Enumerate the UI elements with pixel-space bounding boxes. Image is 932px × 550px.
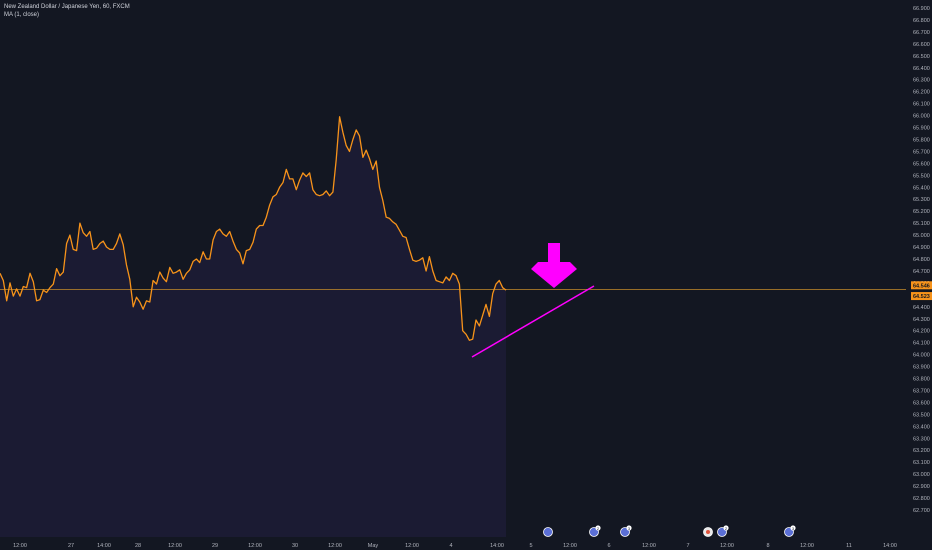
time-tick-label: 5 <box>529 543 532 549</box>
price-tick-label: 63.900 <box>913 365 930 371</box>
price-tick-label: 65.400 <box>913 185 930 191</box>
time-tick-label: 27 <box>68 543 74 549</box>
price-tick-label: 66.200 <box>913 90 930 96</box>
price-line <box>0 116 507 341</box>
time-tick-label: May <box>368 543 379 549</box>
event-count-badge: 2 <box>597 526 600 531</box>
price-tick-label: 63.200 <box>913 448 930 454</box>
time-tick-label: 7 <box>686 543 689 549</box>
price-tick-label: 65.500 <box>913 173 930 179</box>
price-tick-label: 65.700 <box>913 149 930 155</box>
price-tick-label: 63.800 <box>913 377 930 383</box>
news-icon[interactable]: 2 <box>589 525 601 537</box>
trend-line[interactable] <box>471 285 595 358</box>
time-tick-label: 8 <box>766 543 769 549</box>
price-tick-label: 64.300 <box>913 317 930 323</box>
price-area-fill <box>0 116 506 538</box>
event-count-badge: 3 <box>792 526 795 531</box>
price-tick-label: 66.100 <box>913 102 930 108</box>
price-tick-label: 63.100 <box>913 460 930 466</box>
event-count-badge: 3 <box>628 526 631 531</box>
time-tick-label: 14:00 <box>490 543 504 549</box>
price-tick-label: 63.600 <box>913 400 930 406</box>
price-tick-label: 63.500 <box>913 412 930 418</box>
price-tick-label: 64.100 <box>913 341 930 347</box>
time-axis[interactable]: 12:00 27 14:00 28 12:00 29 12:00 30 12:00 May 12:0… <box>13 543 897 549</box>
price-tick-label: 66.900 <box>913 6 930 12</box>
price-tick-label: 62.800 <box>913 496 930 502</box>
price-tick-label: 66.600 <box>913 42 930 48</box>
time-tick-label: 6 <box>607 543 610 549</box>
price-tick-label: 64.900 <box>913 245 930 251</box>
time-tick-label: 12:00 <box>13 543 27 549</box>
time-tick-label: 4 <box>449 543 452 549</box>
price-tick-label: 64.000 <box>913 353 930 359</box>
time-tick-label: 12:00 <box>800 543 814 549</box>
news-icon[interactable]: 3 <box>620 525 632 537</box>
ma-price-badge-bg <box>911 292 932 301</box>
price-tick-label: 64.700 <box>913 269 930 275</box>
price-tick-label: 62.700 <box>913 508 930 514</box>
time-tick-label: 30 <box>292 543 298 549</box>
time-tick-label: 11 <box>846 543 852 549</box>
event-markers[interactable]: 2 3 2 3 <box>543 525 796 537</box>
price-tick-label: 63.000 <box>913 472 930 478</box>
time-tick-label: 29 <box>212 543 218 549</box>
time-tick-label: 12:00 <box>168 543 182 549</box>
price-tick-label: 66.300 <box>913 78 930 84</box>
price-tick-label: 66.800 <box>913 18 930 24</box>
time-tick-label: 12:00 <box>248 543 262 549</box>
price-tick-label: 65.100 <box>913 221 930 227</box>
price-tick-label: 63.400 <box>913 424 930 430</box>
price-tick-label: 64.200 <box>913 329 930 335</box>
price-tick-label: 65.000 <box>913 233 930 239</box>
price-tick-label: 65.900 <box>913 126 930 132</box>
dividend-icon[interactable] <box>703 527 713 537</box>
symbol-title: New Zealand Dollar / Japanese Yen, 60, F… <box>4 4 130 10</box>
price-badges: 64.546 64.523 <box>911 281 932 301</box>
price-tick-label: 66.000 <box>913 114 930 120</box>
indicator-label: MA (1, close) <box>4 12 40 18</box>
event-count-badge: 2 <box>725 526 728 531</box>
chart-legend: New Zealand Dollar / Japanese Yen, 60, F… <box>4 3 130 19</box>
price-tick-label: 65.300 <box>913 197 930 203</box>
earnings-icon[interactable]: 3 <box>784 525 796 537</box>
price-tick-label: 65.600 <box>913 161 930 167</box>
down-arrow-annotation[interactable] <box>531 243 577 288</box>
price-tick-label: 65.800 <box>913 137 930 143</box>
price-tick-label: 64.400 <box>913 305 930 311</box>
time-tick-label: 14:00 <box>883 543 897 549</box>
price-tick-label: 64.800 <box>913 257 930 263</box>
time-tick-label: 12:00 <box>328 543 342 549</box>
price-tick-label: 65.200 <box>913 209 930 215</box>
last-price-badge-bg <box>911 281 932 290</box>
price-tick-label: 66.700 <box>913 30 930 36</box>
news-icon[interactable]: 2 <box>717 525 729 537</box>
ma-price-badge: 64.523 <box>913 294 930 300</box>
time-tick-label: 12:00 <box>720 543 734 549</box>
price-tick-label: 63.300 <box>913 436 930 442</box>
last-price-badge: 64.546 <box>913 283 930 289</box>
price-tick-label: 63.700 <box>913 388 930 394</box>
price-tick-label: 66.400 <box>913 66 930 72</box>
time-tick-label: 14:00 <box>97 543 111 549</box>
time-tick-label: 12:00 <box>405 543 419 549</box>
price-tick-label: 66.500 <box>913 54 930 60</box>
price-tick-label: 62.900 <box>913 484 930 490</box>
time-tick-label: 12:00 <box>563 543 577 549</box>
time-tick-label: 28 <box>135 543 141 549</box>
news-icon[interactable] <box>543 527 553 537</box>
time-tick-label: 12:00 <box>642 543 656 549</box>
price-axis[interactable]: 66.900 66.800 66.700 66.600 66.500 66.400 66.3… <box>913 6 930 514</box>
